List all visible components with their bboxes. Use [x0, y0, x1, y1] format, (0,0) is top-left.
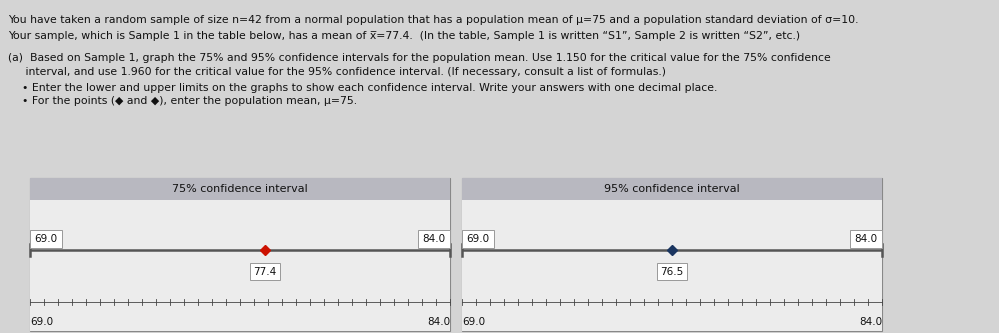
Text: 84.0: 84.0 — [427, 317, 450, 327]
Text: interval, and use 1.960 for the critical value for the 95% confidence interval. : interval, and use 1.960 for the critical… — [8, 67, 666, 77]
Text: (a)  Based on Sample 1, graph the 75% and 95% confidence intervals for the popul: (a) Based on Sample 1, graph the 75% and… — [8, 53, 831, 63]
Text: Your sample, which is Sample 1 in the table below, has a mean of x̅=77.4.  (In t: Your sample, which is Sample 1 in the ta… — [8, 31, 800, 41]
Bar — [30, 200, 450, 331]
Text: • For the points (◆ and ◆), enter the population mean, μ=75.: • For the points (◆ and ◆), enter the po… — [22, 96, 357, 106]
Text: 84.0: 84.0 — [423, 234, 446, 244]
FancyBboxPatch shape — [462, 230, 494, 248]
Text: 77.4: 77.4 — [254, 267, 277, 277]
Bar — [462, 178, 882, 331]
Bar — [462, 178, 882, 200]
Bar — [30, 178, 450, 331]
Text: You have taken a random sample of size n=42 from a normal population that has a : You have taken a random sample of size n… — [8, 15, 858, 25]
Text: • Enter the lower and upper limits on the graphs to show each confidence interva: • Enter the lower and upper limits on th… — [22, 83, 717, 93]
Text: 69.0: 69.0 — [30, 317, 53, 327]
Text: 84.0: 84.0 — [859, 317, 882, 327]
Bar — [30, 178, 450, 200]
Text: 75% confidence interval: 75% confidence interval — [172, 184, 308, 194]
FancyBboxPatch shape — [250, 263, 280, 280]
FancyBboxPatch shape — [418, 230, 450, 248]
Bar — [462, 200, 882, 331]
Text: 69.0: 69.0 — [467, 234, 490, 244]
Text: 69.0: 69.0 — [462, 317, 486, 327]
Text: 69.0: 69.0 — [34, 234, 58, 244]
FancyBboxPatch shape — [30, 230, 62, 248]
Text: 84.0: 84.0 — [854, 234, 877, 244]
FancyBboxPatch shape — [657, 263, 687, 280]
FancyBboxPatch shape — [850, 230, 882, 248]
Text: 76.5: 76.5 — [660, 267, 683, 277]
Text: 95% confidence interval: 95% confidence interval — [604, 184, 740, 194]
